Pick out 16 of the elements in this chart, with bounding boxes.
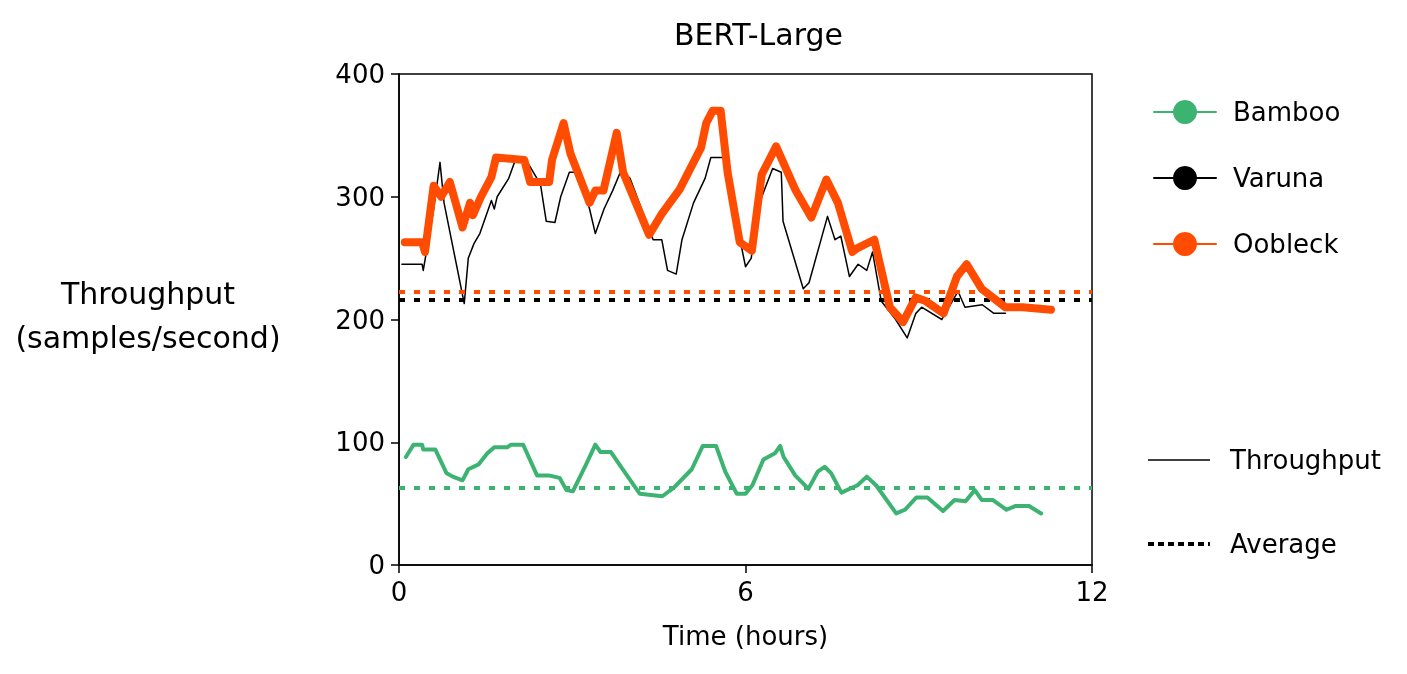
legend-label: Varuna [1233, 163, 1325, 193]
x-tick-label: 0 [390, 577, 408, 607]
x-tick-label: 6 [737, 577, 754, 607]
y-tick-label: 100 [335, 427, 385, 458]
x-axis-title: Time (hours) [661, 621, 829, 651]
x-tick-label: 12 [1075, 577, 1109, 607]
legend-label: Bamboo [1233, 97, 1341, 127]
text: Average [1230, 529, 1337, 559]
y-axis-title: Throughput (samples/second) [15, 275, 281, 355]
chart-title: BERT-Large [674, 16, 843, 52]
y-tick-label: 400 [335, 59, 385, 89]
y-tick-label: 300 [335, 181, 385, 212]
y-tick-label: 200 [335, 304, 385, 335]
text: Throughput [1229, 445, 1382, 475]
legend-label: Oobleck [1233, 229, 1339, 259]
y-tick-label: 0 [368, 550, 385, 580]
